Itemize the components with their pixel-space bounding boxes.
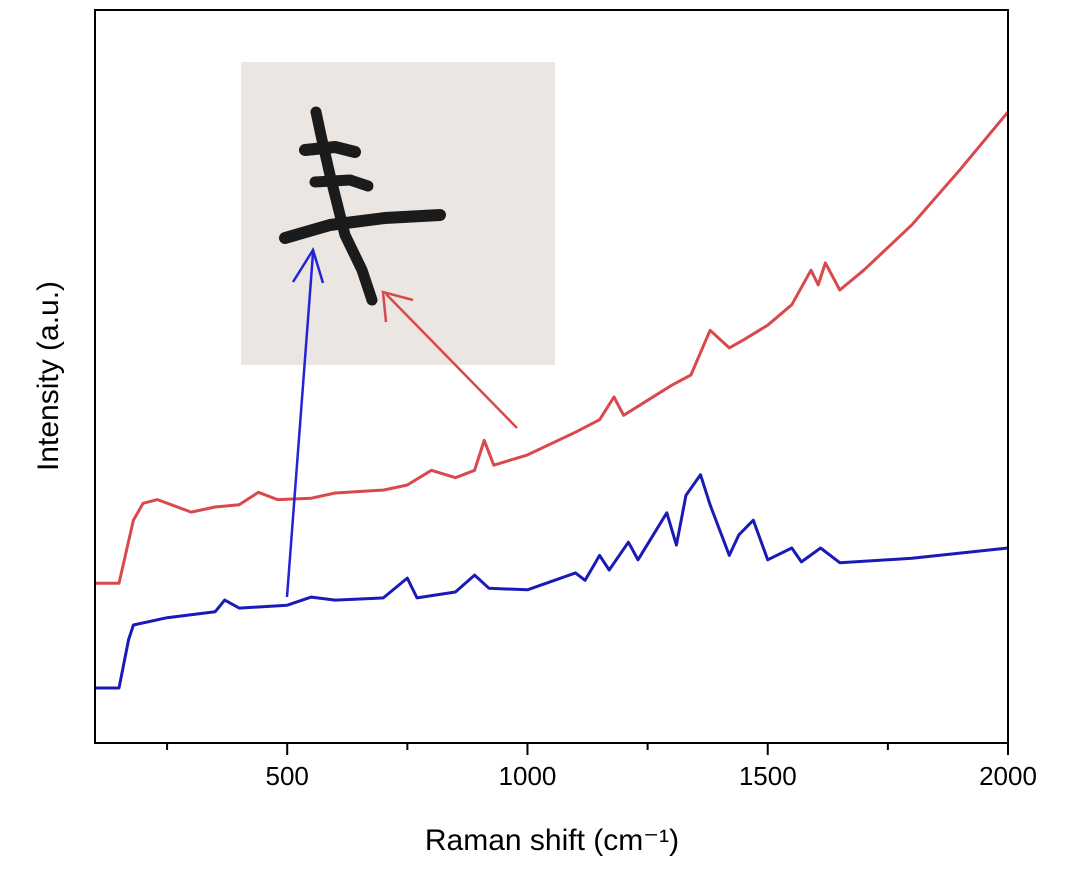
arrow-head [381, 290, 414, 323]
x-tick-label: 1500 [739, 761, 797, 791]
y-axis-label: Intensity (a.u.) [32, 281, 65, 471]
inset-image [241, 62, 555, 598]
x-tick-label: 1000 [499, 761, 557, 791]
series-line [95, 473, 1009, 690]
x-axis-label: Raman shift (cm⁻¹) [425, 824, 679, 857]
arrow-head [291, 247, 325, 284]
plot-frame [94, 9, 1009, 744]
arrow-line [285, 252, 315, 598]
arrow-line [385, 293, 518, 429]
calligraphy-character [279, 106, 446, 306]
series-line [95, 110, 1010, 585]
x-tick-label: 2000 [979, 761, 1037, 791]
x-tick-label: 500 [266, 761, 309, 791]
